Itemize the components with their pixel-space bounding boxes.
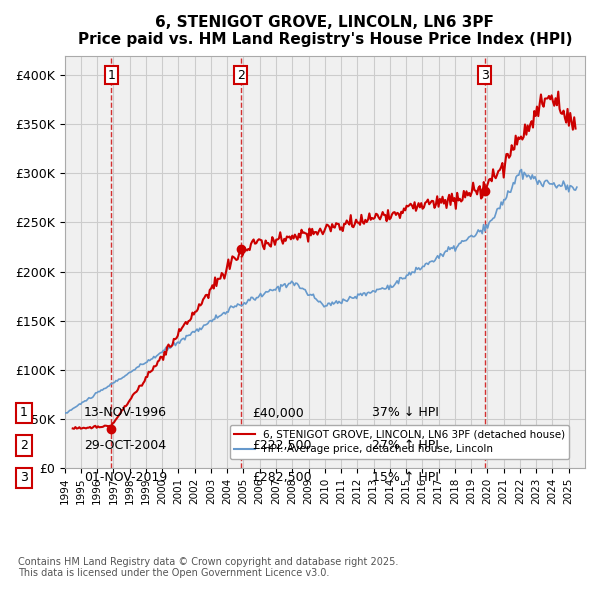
Text: £282,500: £282,500	[252, 471, 311, 484]
Bar	[32, 55, 65, 468]
Text: 29-OCT-2004: 29-OCT-2004	[84, 439, 166, 452]
Text: 2: 2	[20, 439, 28, 452]
HPI: Average price, detached house, Lincoln: (2.02e+03, 3.04e+05): Average price, detached house, Lincoln: …	[518, 166, 525, 173]
Text: 13-NOV-1996: 13-NOV-1996	[84, 407, 167, 419]
6, STENIGOT GROVE, LINCOLN, LN6 3PF (detached house)	[368, 214, 376, 221]
Text: 01-NOV-2019: 01-NOV-2019	[84, 471, 167, 484]
6, STENIGOT GROVE, LINCOLN, LN6 3PF (detached house)	[238, 253, 245, 260]
Text: 1: 1	[20, 407, 28, 419]
6, STENIGOT GROVE, LINCOLN, LN6 3PF (detached house)	[422, 199, 429, 206]
HPI: Average price, detached house, Lincoln: (2e+03, 1.14e+05): Average price, detached house, Lincoln: …	[153, 352, 160, 359]
Text: 37% ↓ HPI: 37% ↓ HPI	[372, 407, 439, 419]
Text: £222,500: £222,500	[252, 439, 311, 452]
Text: 3: 3	[20, 471, 28, 484]
HPI: Average price, detached house, Lincoln: (2.03e+03, 2.86e+05): Average price, detached house, Lincoln: …	[573, 183, 580, 191]
6, STENIGOT GROVE, LINCOLN, LN6 3PF (detached house)	[420, 204, 427, 211]
HPI: Average price, detached house, Lincoln: (2.01e+03, 1.79e+05): Average price, detached house, Lincoln: …	[365, 289, 373, 296]
HPI: Average price, detached house, Lincoln: (1.99e+03, 5.56e+04): Average price, detached house, Lincoln: …	[61, 410, 68, 417]
HPI: Average price, detached house, Lincoln: (2.01e+03, 1.89e+05): Average price, detached house, Lincoln: …	[289, 279, 296, 286]
Line: 6, STENIGOT GROVE, LINCOLN, LN6 3PF (detached house): 6, STENIGOT GROVE, LINCOLN, LN6 3PF (det…	[242, 91, 575, 257]
HPI: Average price, detached house, Lincoln: (2.02e+03, 2.24e+05): Average price, detached house, Lincoln: …	[453, 244, 460, 251]
Text: Contains HM Land Registry data © Crown copyright and database right 2025.
This d: Contains HM Land Registry data © Crown c…	[18, 556, 398, 578]
Text: 2: 2	[237, 68, 245, 81]
Text: £40,000: £40,000	[252, 407, 304, 419]
HPI: Average price, detached house, Lincoln: (2.01e+03, 1.7e+05): Average price, detached house, Lincoln: …	[343, 298, 350, 305]
6, STENIGOT GROVE, LINCOLN, LN6 3PF (detached house)	[378, 212, 385, 219]
Text: 15% ↑ HPI: 15% ↑ HPI	[372, 471, 439, 484]
Text: 1: 1	[107, 68, 115, 81]
6, STENIGOT GROVE, LINCOLN, LN6 3PF (detached house)	[533, 103, 541, 110]
Title: 6, STENIGOT GROVE, LINCOLN, LN6 3PF
Price paid vs. HM Land Registry's House Pric: 6, STENIGOT GROVE, LINCOLN, LN6 3PF Pric…	[77, 15, 572, 47]
6, STENIGOT GROVE, LINCOLN, LN6 3PF (detached house)	[289, 232, 296, 239]
HPI: Average price, detached house, Lincoln: (2.02e+03, 2.19e+05): Average price, detached house, Lincoln: …	[441, 249, 448, 256]
Text: 27% ↑ HPI: 27% ↑ HPI	[372, 439, 439, 452]
Legend: 6, STENIGOT GROVE, LINCOLN, LN6 3PF (detached house), HPI: Average price, detach: 6, STENIGOT GROVE, LINCOLN, LN6 3PF (det…	[230, 425, 569, 458]
Line: HPI: Average price, detached house, Lincoln: HPI: Average price, detached house, Linc…	[65, 169, 577, 414]
Text: 3: 3	[481, 68, 489, 81]
